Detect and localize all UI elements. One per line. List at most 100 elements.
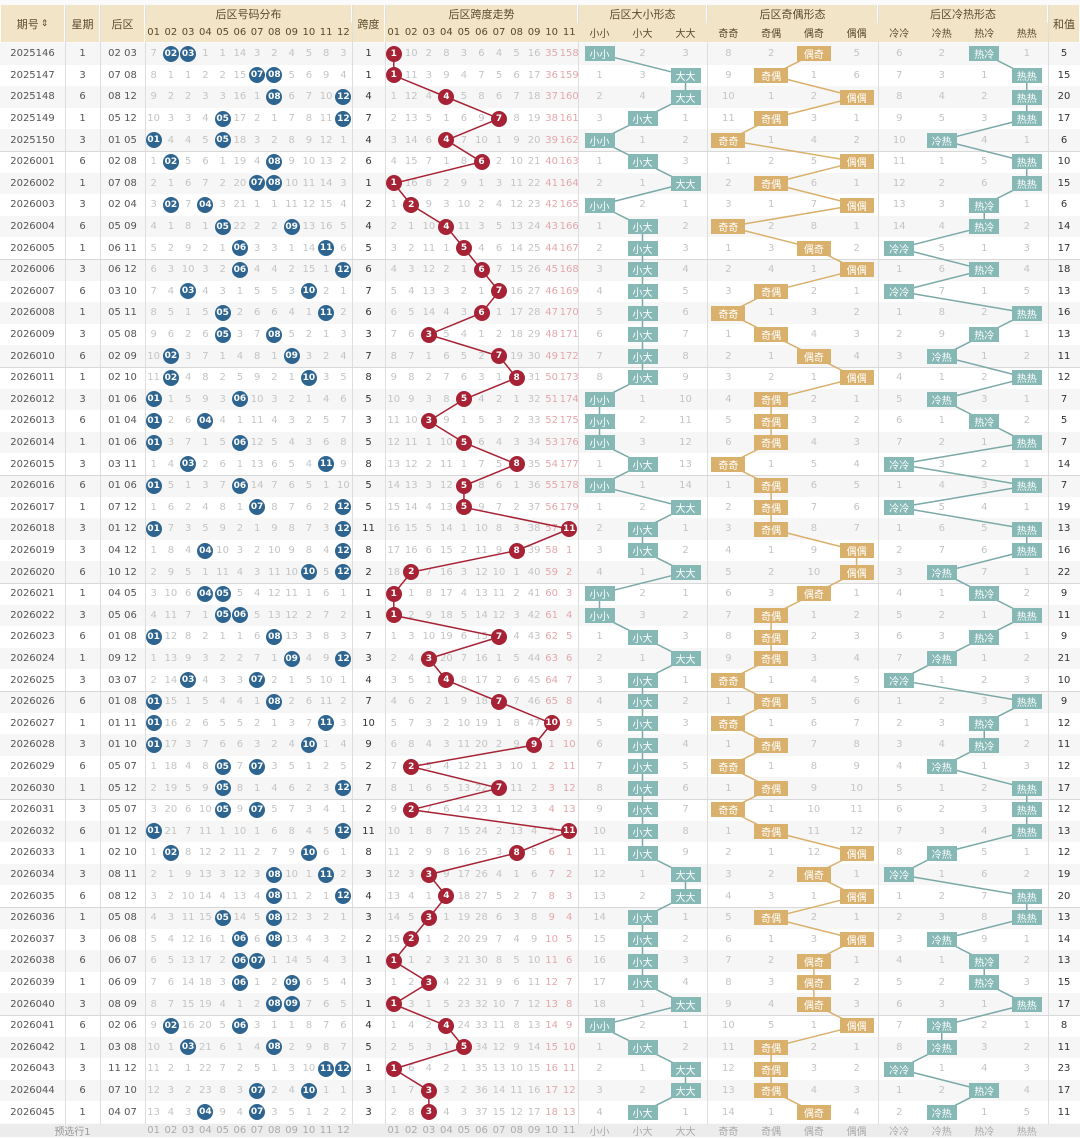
footer-dist-option[interactable]: 04 <box>196 1124 214 1137</box>
trend-omission: 10 <box>492 566 506 578</box>
number-ball: 06 <box>231 974 248 991</box>
dist-omission: 3 <box>288 415 295 427</box>
number-ball: 02 <box>162 45 179 62</box>
size-shape-tag: 大大 <box>670 89 701 105</box>
number-ball: 08 <box>266 909 283 926</box>
footer-dist-option[interactable]: 10 <box>300 1124 318 1137</box>
footer-dist-option[interactable]: 09 <box>283 1124 301 1137</box>
row-sum: 17 <box>1057 782 1071 794</box>
footer-dist-option[interactable]: 12 <box>334 1124 352 1137</box>
footer-dist-option[interactable]: 11 <box>317 1124 335 1137</box>
footer-dist-option[interactable]: 06 <box>231 1124 249 1137</box>
footer-trend-option[interactable]: 01 <box>385 1124 403 1137</box>
trend-omission: 2 <box>495 156 503 168</box>
oe-omission: 2 <box>853 977 860 989</box>
footer-trend-option[interactable]: 04 <box>437 1124 456 1137</box>
row-weekday: 1 <box>79 1041 86 1053</box>
trend-omission: 13 <box>475 588 488 600</box>
footer-hc-option[interactable]: 热冷 <box>963 1124 1006 1138</box>
dist-omission: 7 <box>253 329 261 341</box>
row-weekday: 3 <box>79 674 86 686</box>
row-span: 7 <box>365 696 372 708</box>
hc-omission: 3 <box>981 1041 988 1053</box>
trend-omission: 14 <box>457 804 471 816</box>
number-ball: 06 <box>231 434 248 451</box>
footer-trend-option[interactable]: 10 <box>542 1124 561 1137</box>
size-shape-tag: 大大 <box>670 1083 701 1099</box>
dist-omission: 1 <box>167 1041 175 1053</box>
row-span: 3 <box>365 869 372 881</box>
row-back: 08 11 <box>108 869 137 881</box>
header-period-label[interactable]: 期号 <box>16 17 39 31</box>
footer-trend-option[interactable]: 07 <box>490 1124 508 1137</box>
trend-omission: 3 <box>390 242 397 254</box>
footer-trend-option[interactable]: 06 <box>472 1124 491 1137</box>
hc-omission: 3 <box>896 739 903 751</box>
header-trend-col: 07 <box>490 23 508 42</box>
row-period: 2026012 <box>10 393 55 405</box>
oe-omission: 3 <box>767 977 775 989</box>
sort-icon[interactable]: ⇕ <box>40 18 49 29</box>
size-omission: 1 <box>682 199 689 211</box>
hc-omission: 3 <box>1023 242 1030 254</box>
footer-dist-option[interactable]: 02 <box>162 1124 180 1137</box>
trend-omission: 3 <box>460 48 468 60</box>
dist-omission: 6 <box>202 329 209 341</box>
footer-oe-option[interactable]: 奇奇 <box>707 1124 750 1138</box>
footer-size-option[interactable]: 小小 <box>578 1124 621 1138</box>
footer-trend-option[interactable]: 09 <box>525 1124 543 1137</box>
footer-trend-option[interactable]: 03 <box>420 1124 438 1137</box>
dist-omission: 1 <box>253 523 261 535</box>
footer-oe-option[interactable]: 偶偶 <box>835 1124 878 1138</box>
hc-shape-tag: 冷冷 <box>884 499 915 515</box>
footer-dist-option[interactable]: 07 <box>248 1124 266 1137</box>
number-ball: 01 <box>145 434 162 451</box>
hc-omission: 1 <box>896 890 903 902</box>
oe-omission: 3 <box>810 653 818 665</box>
hc-omission: 5 <box>1023 285 1030 297</box>
oe-shape-tag: 偶偶 <box>839 262 874 278</box>
hc-omission: 2 <box>1023 588 1030 600</box>
dist-omission: 17 <box>199 955 212 967</box>
footer-oe-option[interactable]: 偶奇 <box>792 1124 836 1138</box>
footer-trend-option[interactable]: 08 <box>507 1124 526 1137</box>
hc-omission: 4 <box>981 825 988 837</box>
footer-hc-option[interactable]: 热热 <box>1005 1124 1048 1138</box>
footer-trend-option[interactable]: 02 <box>402 1124 421 1137</box>
oe-omission: 1 <box>810 1020 818 1032</box>
header-period[interactable]: 期号 ⇕ <box>1 5 64 42</box>
footer-dist-option[interactable]: 05 <box>214 1124 232 1137</box>
dist-omission: 4 <box>340 199 347 211</box>
trend-omission: 36 <box>527 480 541 492</box>
footer-trend-option[interactable]: 11 <box>560 1124 578 1137</box>
footer-dist-option[interactable]: 01 <box>145 1124 163 1137</box>
oe-shape-tag: 偶偶 <box>839 931 874 947</box>
footer-dist-option[interactable]: 03 <box>179 1124 197 1137</box>
oe-omission: 3 <box>853 998 860 1010</box>
footer-oe-option[interactable]: 奇偶 <box>749 1124 793 1138</box>
hc-omission: 3 <box>938 998 945 1010</box>
trend-omission: 12 <box>562 782 576 794</box>
row-span: 11 <box>362 825 375 837</box>
dist-omission: 3 <box>236 1085 244 1097</box>
dist-omission: 1 <box>253 199 261 211</box>
footer-size-option[interactable]: 大大 <box>664 1124 707 1138</box>
footer-size-option[interactable]: 小大 <box>621 1124 664 1138</box>
trend-omission: 18 <box>545 1106 559 1118</box>
footer-dist-option[interactable]: 08 <box>265 1124 283 1137</box>
footer-trend-option[interactable]: 05 <box>455 1124 473 1137</box>
span-ball: 2 <box>403 801 420 818</box>
row-period: 2026017 <box>10 501 55 513</box>
footer-hc-option[interactable]: 冷热 <box>920 1124 963 1138</box>
row-span: 1 <box>365 955 372 967</box>
trend-omission: 7 <box>408 350 415 362</box>
trend-omission: 179 <box>559 501 579 513</box>
dist-omission: 9 <box>184 242 192 254</box>
footer-hc-option[interactable]: 冷冷 <box>878 1124 921 1138</box>
hc-omission: 1 <box>981 609 988 621</box>
row-sum: 16 <box>1057 307 1071 319</box>
dist-omission: 3 <box>167 1085 175 1097</box>
dist-omission: 14 <box>233 912 247 924</box>
dist-omission: 3 <box>340 329 347 341</box>
trend-omission: 6 <box>408 329 415 341</box>
